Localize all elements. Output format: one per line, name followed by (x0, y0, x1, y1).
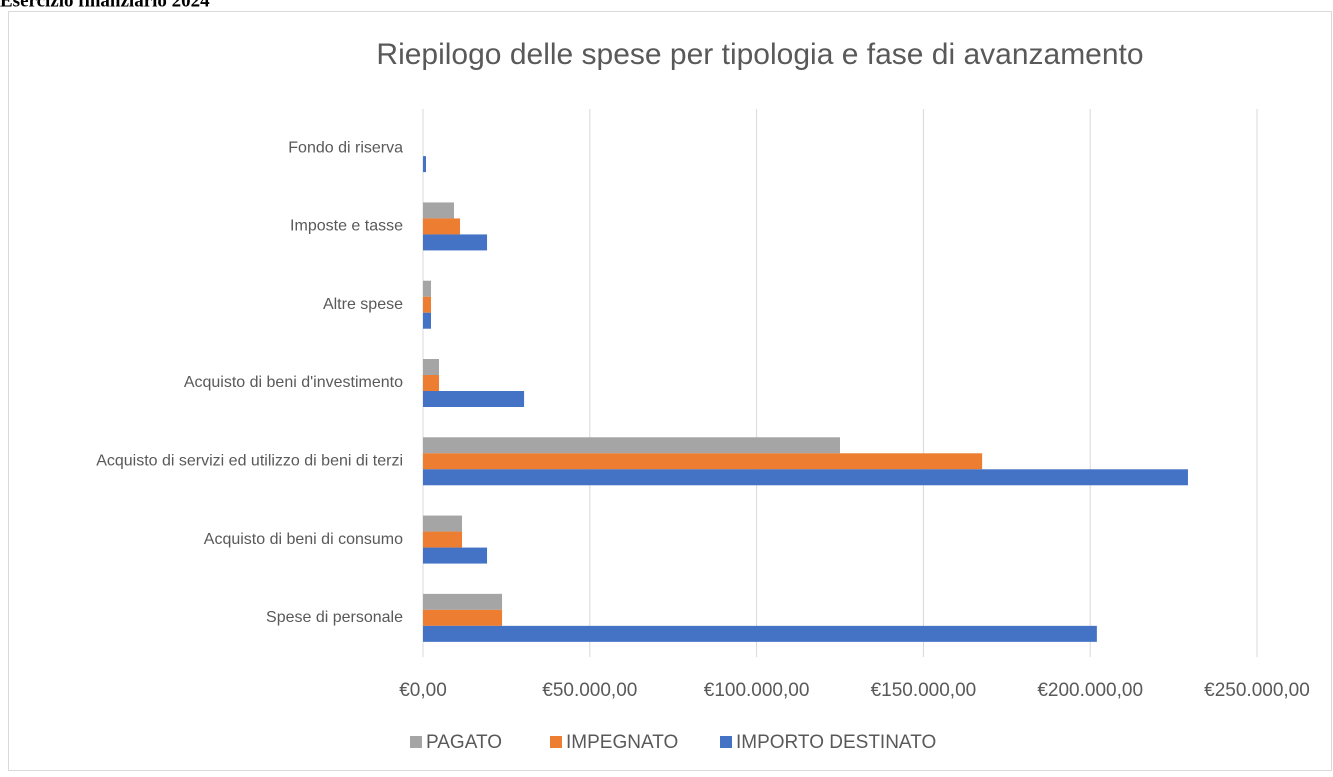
bar (423, 531, 463, 548)
bar (423, 375, 440, 391)
y-tick-label: Acquisto di servizi ed utilizzo di beni … (96, 453, 403, 470)
bar (423, 547, 488, 564)
legend-swatch (720, 736, 732, 748)
y-tick-label: Acquisto di beni d'investimento (184, 374, 403, 391)
bar (423, 609, 503, 626)
bar (423, 280, 432, 297)
x-tick-label: €0,00 (399, 680, 447, 701)
bar (423, 156, 427, 173)
bar (423, 218, 461, 235)
y-tick-label: Acquisto di beni di consumo (204, 531, 403, 548)
bar (423, 437, 840, 454)
bar (423, 359, 440, 375)
bar (423, 625, 1097, 642)
page-header: Esercizio finanziario 2024 (0, 0, 210, 11)
x-tick-label: €50.000,00 (542, 680, 637, 701)
x-tick-label: €250.000,00 (1204, 680, 1310, 701)
bar (423, 391, 525, 407)
bar (423, 593, 503, 610)
y-tick-label: Altre spese (323, 296, 403, 313)
legend-label: IMPORTO DESTINATO (736, 732, 936, 753)
bar (423, 234, 488, 251)
legend-swatch (550, 736, 562, 748)
bar (423, 296, 432, 313)
y-tick-label: Fondo di riserva (288, 139, 403, 156)
chart-title: Riepilogo delle spese per tipologia e fa… (376, 38, 1143, 71)
bar (423, 202, 455, 219)
y-tick-label: Imposte e tasse (290, 218, 403, 235)
bar (423, 515, 463, 532)
x-tick-label: €200.000,00 (1037, 680, 1143, 701)
bar (423, 469, 1188, 486)
y-tick-label: Spese di personale (266, 609, 403, 626)
bar (423, 453, 983, 470)
legend-label: IMPEGNATO (566, 732, 678, 753)
x-tick-label: €150.000,00 (871, 680, 977, 701)
legend-swatch (410, 736, 422, 748)
legend-label: PAGATO (426, 732, 502, 753)
chart-frame (8, 11, 1332, 771)
x-tick-label: €100.000,00 (704, 680, 810, 701)
bar (423, 312, 432, 329)
